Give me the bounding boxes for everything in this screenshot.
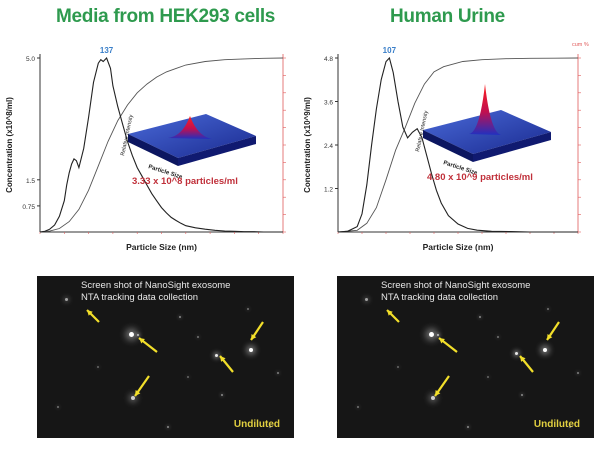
particle-spot bbox=[569, 426, 571, 428]
particle-spot bbox=[129, 332, 134, 337]
cumulative-curve bbox=[39, 57, 284, 233]
particle-spot bbox=[487, 376, 489, 378]
particle-spot bbox=[497, 336, 499, 338]
inset-side bbox=[473, 132, 551, 162]
caption-line-2: NTA tracking data collection bbox=[381, 292, 499, 303]
size-distribution-curve bbox=[39, 56, 283, 233]
particle-spot bbox=[269, 426, 271, 428]
arrow-head bbox=[520, 356, 526, 362]
inset-peak bbox=[469, 84, 501, 135]
particle-spot bbox=[397, 366, 399, 368]
particle-spot bbox=[429, 332, 434, 337]
peak-label: 107 bbox=[383, 46, 397, 55]
particle-spot bbox=[65, 298, 68, 301]
x-axis-label: Particle Size (nm) bbox=[126, 242, 197, 252]
peak-label: 137 bbox=[100, 46, 114, 55]
particle-spot bbox=[57, 406, 59, 408]
arrow-head bbox=[220, 356, 226, 362]
nanosight-screenshot-hek293: Screen shot of NanoSight exosome NTA tra… bbox=[37, 276, 294, 438]
chart-title-urine: Human Urine bbox=[390, 6, 505, 27]
particle-spot bbox=[167, 426, 169, 428]
cumulative-curve bbox=[337, 57, 579, 233]
arrow-head bbox=[135, 390, 141, 396]
particle-spot bbox=[467, 426, 469, 428]
arrow-head bbox=[387, 310, 393, 316]
caption-line-1: Screen shot of NanoSight exosome bbox=[381, 280, 531, 291]
arrow-head bbox=[547, 334, 553, 340]
y-axis-label: Concentration (x10^8/ml) bbox=[5, 97, 14, 193]
y-tick-label: 2.4 bbox=[324, 143, 333, 150]
chart-hek293: 0.75 1.5 5.0 Particle Size (nm) Concentratio… bbox=[5, 46, 286, 252]
particle-spot bbox=[179, 316, 181, 318]
arrow-head bbox=[439, 338, 445, 344]
particle-spot bbox=[277, 372, 279, 374]
nanosight-screenshot-urine: Screen shot of NanoSight exosome NTA tra… bbox=[337, 276, 594, 438]
chart-title-hek293: Media from HEK293 cells bbox=[56, 6, 276, 27]
particle-spot bbox=[515, 352, 518, 355]
x-axis-label: Particle Size (nm) bbox=[423, 242, 494, 252]
particle-spot bbox=[137, 334, 139, 336]
y-tick-label: 5.0 bbox=[26, 56, 35, 63]
particle-spot bbox=[521, 394, 523, 396]
particle-spot bbox=[187, 376, 189, 378]
y-axis-label: Concentration (x10^9/ml) bbox=[303, 97, 312, 193]
particle-spot bbox=[543, 348, 547, 352]
particle-concentration-annotation: 4.80 x 10^9 particles/ml bbox=[427, 172, 533, 183]
caption-line-1: Screen shot of NanoSight exosome bbox=[81, 280, 231, 291]
size-distribution-curve bbox=[337, 56, 578, 233]
arrows-overlay bbox=[86, 309, 264, 397]
y-tick-label: 0.75 bbox=[22, 204, 35, 211]
particle-spot bbox=[357, 406, 359, 408]
screenshot-caption: Screen shot of NanoSight exosome NTA tra… bbox=[381, 280, 530, 304]
particle-spot bbox=[431, 396, 435, 400]
y-tick-label: 1.5 bbox=[26, 178, 35, 185]
y-tick-label: 1.2 bbox=[324, 187, 333, 194]
particle-spot bbox=[577, 372, 579, 374]
y2-axis-label: cum % bbox=[572, 42, 589, 48]
caption-line-2: NTA tracking data collection bbox=[81, 292, 199, 303]
y-tick-label: 4.8 bbox=[324, 56, 333, 63]
particle-spot bbox=[131, 396, 135, 400]
particle-spot bbox=[437, 334, 439, 336]
inset-side bbox=[178, 136, 256, 166]
particle-spot bbox=[215, 354, 218, 357]
particle-spot bbox=[365, 298, 368, 301]
particle-spot bbox=[249, 348, 253, 352]
particle-spot bbox=[479, 316, 481, 318]
screenshot-caption: Screen shot of NanoSight exosome NTA tra… bbox=[81, 280, 230, 304]
arrow-head bbox=[435, 390, 441, 396]
arrows-overlay bbox=[386, 309, 560, 397]
particle-spot bbox=[197, 336, 199, 338]
arrow-head bbox=[139, 338, 145, 344]
chart-urine: 1.2 2.4 3.6 4.8 cum % Particle Size (nm) Conce… bbox=[303, 42, 589, 252]
particle-spot bbox=[221, 394, 223, 396]
arrow-head bbox=[251, 334, 257, 340]
inset-side bbox=[128, 134, 178, 166]
y-tick-label: 3.6 bbox=[324, 100, 333, 107]
undiluted-label: Undiluted bbox=[233, 419, 280, 430]
particle-spot bbox=[547, 308, 549, 310]
undiluted-label: Undiluted bbox=[533, 419, 580, 430]
charts-canvas: 0.75 1.5 5.0 Particle Size (nm) Concentratio… bbox=[5, 42, 589, 252]
inset-peak bbox=[168, 116, 212, 139]
particle-concentration-annotation: 3.33 x 10^8 particles/ml bbox=[132, 176, 238, 187]
inset-side bbox=[423, 130, 473, 162]
particle-spot bbox=[97, 366, 99, 368]
particle-spot bbox=[247, 308, 249, 310]
arrow-head bbox=[87, 310, 93, 316]
